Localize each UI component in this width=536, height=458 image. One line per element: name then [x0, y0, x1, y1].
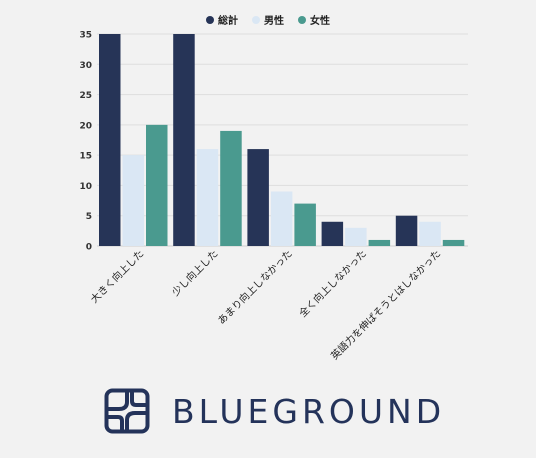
blueground-logo-icon: [104, 388, 150, 434]
y-tick-label: 10: [79, 182, 92, 192]
legend-swatch-total: [206, 15, 214, 24]
bar-female: [368, 239, 391, 246]
legend-label-total: 総計: [218, 16, 238, 27]
bar-female: [294, 203, 316, 246]
bar-female: [146, 124, 168, 246]
y-tick-label: 15: [79, 152, 92, 162]
bar-total: [321, 221, 344, 246]
bar-male: [419, 221, 441, 246]
y-tick-label: 0: [86, 243, 92, 253]
bar-total: [395, 215, 418, 246]
legend-label-male: 男性: [264, 16, 284, 27]
bar-female: [220, 130, 242, 246]
bar-male: [345, 227, 367, 246]
y-tick-label: 30: [79, 61, 92, 71]
bar-total: [99, 34, 121, 246]
y-tick-label: 20: [79, 121, 92, 131]
bar-male: [270, 191, 293, 246]
y-tick-label: 5: [86, 212, 92, 222]
x-tick-label: 少し向上した: [169, 247, 221, 299]
x-tick-label: 大きく向上した: [88, 247, 147, 306]
x-tick-label: 全く向上しなかった: [296, 247, 369, 320]
legend-item-total[interactable]: 総計: [206, 12, 238, 27]
chart-legend: 総計 男性 女性: [0, 12, 536, 27]
brand-name: BLUEGROUND: [172, 391, 446, 431]
bar-male: [122, 155, 144, 246]
x-tick-label: あまり向上しなかった: [215, 247, 295, 327]
y-tick-label: 25: [79, 91, 92, 101]
brand-logo: BLUEGROUND: [104, 388, 445, 434]
bar-total: [247, 149, 269, 246]
legend-item-female[interactable]: 女性: [298, 12, 330, 27]
legend-swatch-male: [252, 15, 260, 24]
legend-swatch-female: [298, 15, 306, 24]
bar-total: [173, 34, 195, 246]
legend-item-male[interactable]: 男性: [252, 12, 284, 27]
bar-male: [196, 149, 219, 246]
legend-label-female: 女性: [310, 16, 330, 27]
bar-female: [442, 239, 465, 246]
y-tick-label: 35: [79, 31, 92, 41]
